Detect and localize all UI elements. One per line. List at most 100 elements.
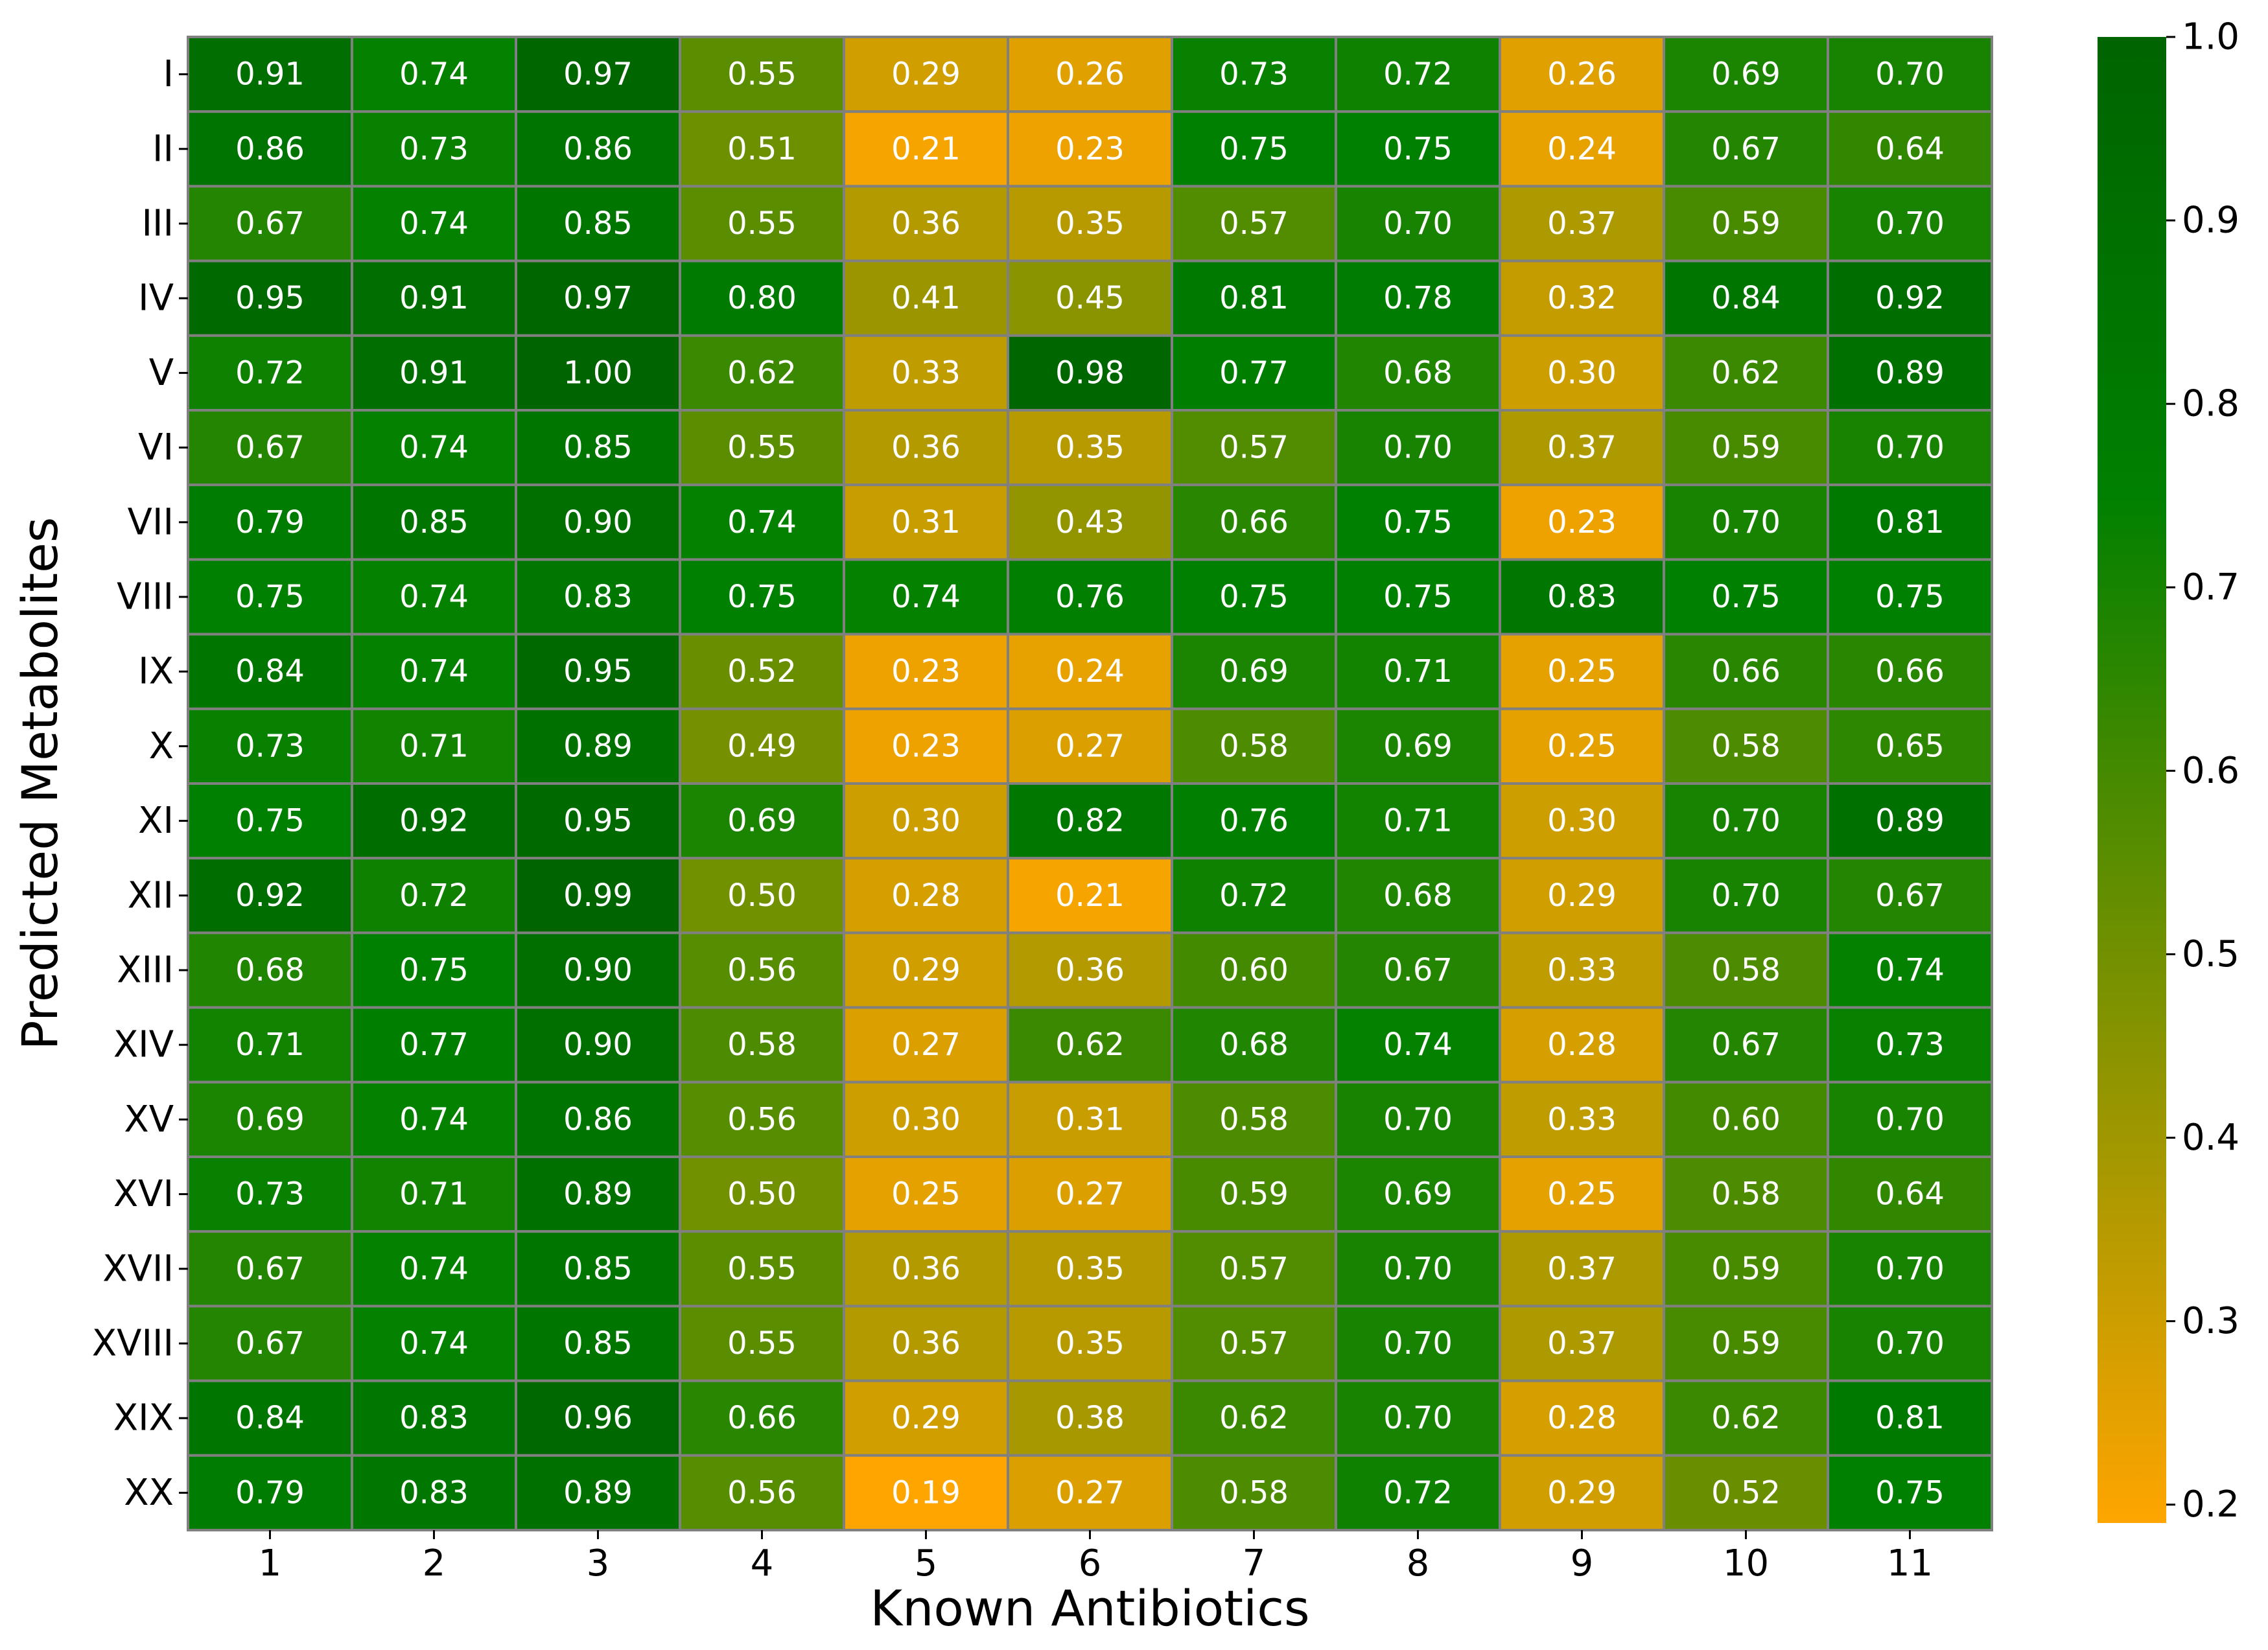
heatmap-cell xyxy=(843,185,1009,262)
heatmap-cell xyxy=(1335,483,1501,561)
heatmap-cell xyxy=(1171,110,1337,188)
cell-value-label: 0.92 xyxy=(399,803,469,839)
cell-value-label: 0.72 xyxy=(399,877,469,914)
cell-value-label: 0.27 xyxy=(1055,1176,1125,1213)
cell-value-label: 0.73 xyxy=(1219,56,1289,93)
cell-value-label: 0.43 xyxy=(1055,504,1125,540)
cell-value-label: 0.98 xyxy=(1055,354,1125,391)
cell-value-label: 0.72 xyxy=(235,354,305,391)
heatmap-cell xyxy=(1335,633,1501,710)
heatmap-cell xyxy=(351,931,517,1009)
cell-value-label: 0.57 xyxy=(1219,430,1289,466)
y-tick-label: I xyxy=(163,53,174,95)
cell-value-label: 0.37 xyxy=(1547,1325,1617,1362)
cell-value-label: 0.74 xyxy=(891,579,961,615)
cell-value-label: 0.86 xyxy=(235,131,305,167)
heatmap-cell xyxy=(515,1080,681,1159)
cell-value-label: 0.71 xyxy=(1383,653,1453,690)
cell-value-label: 0.37 xyxy=(1547,430,1617,466)
cell-value-label: 0.89 xyxy=(563,1474,633,1511)
cell-value-label: 0.75 xyxy=(1383,131,1453,167)
cell-value-label: 0.83 xyxy=(399,1400,469,1436)
cell-value-label: 0.55 xyxy=(727,205,797,242)
cell-value-label: 0.70 xyxy=(1875,56,1945,93)
x-tick-label: 7 xyxy=(1243,1542,1266,1585)
heatmap-cell xyxy=(1499,1305,1665,1382)
y-tick-label: II xyxy=(152,128,174,170)
heatmap-cell xyxy=(351,1305,517,1382)
heatmap-cell xyxy=(1663,110,1829,188)
cell-value-label: 0.58 xyxy=(1711,952,1781,988)
heatmap-cell xyxy=(1499,185,1665,262)
heatmap-cell xyxy=(1827,558,1993,636)
cell-value-label: 0.75 xyxy=(1875,579,1945,615)
cell-value-label: 0.37 xyxy=(1547,1251,1617,1287)
cell-value-label: 0.25 xyxy=(1547,653,1617,690)
cell-value-label: 0.74 xyxy=(727,504,797,540)
y-tick-label: V xyxy=(149,352,174,394)
heatmap-cell xyxy=(515,1156,681,1233)
heatmap-cell xyxy=(1171,259,1337,337)
cell-value-label: 0.83 xyxy=(1547,579,1617,615)
cell-value-label: 0.74 xyxy=(399,56,469,93)
cell-value-label: 0.29 xyxy=(891,1400,961,1436)
heatmap-cell xyxy=(843,707,1009,785)
cell-value-label: 0.91 xyxy=(399,354,469,391)
heatmap-axes: IIIIIIIVVVIVIIVIIIIXXXIXIIXIIIXIVXVXVIXV… xyxy=(11,53,1933,1637)
cell-value-label: 0.68 xyxy=(1219,1027,1289,1063)
cell-value-label: 0.68 xyxy=(1383,354,1453,391)
cell-value-label: 0.70 xyxy=(1875,205,1945,242)
cell-value-label: 0.29 xyxy=(1547,1474,1617,1511)
heatmap-cell xyxy=(1499,1454,1665,1532)
x-tick-label: 3 xyxy=(587,1542,610,1585)
cell-value-label: 0.26 xyxy=(1547,56,1617,93)
heatmap-cell xyxy=(1663,931,1829,1009)
heatmap-cell xyxy=(1335,857,1501,935)
cell-value-label: 0.35 xyxy=(1055,1325,1125,1362)
cell-value-label: 0.70 xyxy=(1875,1251,1945,1287)
cell-value-label: 0.66 xyxy=(1219,504,1289,540)
x-tick-label: 8 xyxy=(1407,1542,1430,1585)
cell-value-label: 0.32 xyxy=(1547,280,1617,316)
cell-value-label: 0.85 xyxy=(563,1251,633,1287)
x-tick-label: 11 xyxy=(1887,1542,1933,1585)
heatmap-cell xyxy=(1827,36,1993,113)
heatmap-cell xyxy=(1007,334,1173,412)
heatmap-cell xyxy=(679,259,845,337)
heatmap-cell xyxy=(1827,931,1993,1009)
heatmap-cell xyxy=(1007,782,1173,860)
cell-value-label: 0.28 xyxy=(1547,1027,1617,1063)
colorbar-tick-label: 0.5 xyxy=(2182,933,2239,975)
cell-value-label: 0.70 xyxy=(1875,1101,1945,1137)
colorbar-gradient xyxy=(2098,37,2166,1523)
cell-value-label: 0.57 xyxy=(1219,1325,1289,1362)
heatmap-cell xyxy=(843,1006,1009,1084)
cell-value-label: 0.81 xyxy=(1875,1400,1945,1436)
heatmap-cell xyxy=(1007,1006,1173,1084)
cell-value-label: 0.21 xyxy=(891,131,961,167)
cell-value-label: 0.73 xyxy=(235,728,305,764)
cell-value-label: 0.84 xyxy=(235,653,305,690)
heatmap-cell xyxy=(187,185,353,262)
cell-value-label: 0.70 xyxy=(1383,1325,1453,1362)
heatmap-cells xyxy=(187,36,1993,1532)
cell-value-label: 0.82 xyxy=(1055,803,1125,839)
colorbar-tick-label: 0.9 xyxy=(2182,200,2239,242)
heatmap-cell xyxy=(515,1454,681,1532)
cell-value-label: 0.25 xyxy=(1547,728,1617,764)
cell-value-label: 0.75 xyxy=(1383,504,1453,540)
cell-value-label: 0.67 xyxy=(235,205,305,242)
heatmap-cell xyxy=(679,409,845,487)
heatmap-cell xyxy=(1007,110,1173,188)
heatmap-cell xyxy=(843,782,1009,860)
cell-value-label: 0.75 xyxy=(1711,579,1781,615)
colorbar-tick-label: 0.7 xyxy=(2182,566,2239,609)
x-tick-label: 1 xyxy=(259,1542,282,1585)
y-tick-label: XII xyxy=(128,874,174,916)
heatmap-cell xyxy=(843,1230,1009,1308)
cell-value-label: 0.72 xyxy=(1383,1474,1453,1511)
cell-value-label: 0.79 xyxy=(235,504,305,540)
cell-value-label: 0.56 xyxy=(727,1101,797,1137)
colorbar-tick-label: 0.3 xyxy=(2182,1300,2239,1342)
y-tick-label: XIX xyxy=(113,1397,174,1439)
